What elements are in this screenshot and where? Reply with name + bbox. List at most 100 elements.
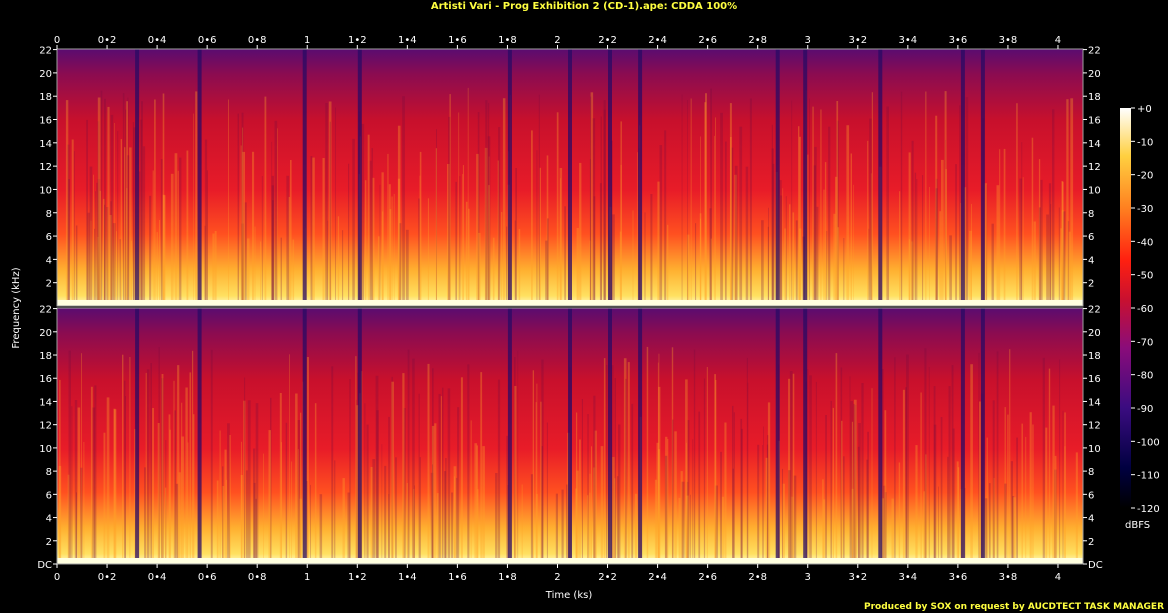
texture-streak [536,494,538,564]
texture-streak [261,176,263,306]
texture-streak [1040,179,1043,306]
texture-streak [174,410,176,564]
texture-streak [521,484,523,564]
texture-streak [538,94,540,306]
texture-streak [546,155,549,306]
texture-streak [355,399,357,564]
spectrogram-channel-2 [56,307,1084,565]
texture-streak [725,141,727,306]
x-tick-label-bottom: 0•8 [248,572,267,583]
texture-streak [347,492,350,564]
texture-streak [110,201,112,306]
y-tick-label-right: 10 [1088,185,1101,196]
texture-streak [600,116,602,306]
texture-streak [729,103,732,306]
texture-streak [854,405,857,564]
texture-streak [891,498,894,564]
texture-streak [1019,178,1022,306]
texture-streak [637,152,638,306]
texture-streak [110,114,114,307]
y-tick-label-right: 16 [1088,116,1101,127]
texture-streak [546,422,548,564]
texture-streak [163,195,166,306]
x-tick-label-top: 1•6 [448,35,467,46]
texture-streak [277,128,278,306]
texture-streak [900,91,903,306]
texture-streak [389,209,392,306]
texture-streak [442,387,444,564]
y-tick-label-left: 10 [39,185,52,196]
texture-streak [71,139,74,306]
texture-streak [671,347,674,564]
texture-streak [478,232,481,306]
x-tick-label-top: 1•8 [498,35,517,46]
texture-streak [686,234,690,306]
x-tick-label-top: 1 [304,35,310,46]
texture-streak [470,420,472,564]
texture-streak [268,430,271,564]
y-tick-label-left: 4 [46,514,52,525]
x-tick-label-bottom: 1 [304,572,310,583]
texture-streak [367,134,370,306]
texture-streak [793,475,797,564]
y-tick-label-right: 6 [1088,490,1094,501]
texture-streak [593,467,596,564]
texture-streak [319,494,323,564]
texture-streak [767,402,771,564]
texture-streak [658,353,660,564]
texture-streak [700,218,702,306]
texture-streak [393,193,395,306]
texture-streak [589,240,591,306]
x-axis-bottom: 0 0•2 0•4 0•6 0•8 1 1•2 1•4 1•6 1•8 2 2•2 2•4 2•6 2•8 3… [54,564,1061,583]
texture-streak [531,130,533,306]
texture-streak [700,136,701,306]
texture-streak [590,92,594,306]
texture-streak [992,400,995,564]
texture-streak [122,93,125,306]
x-tick-label-bottom: 3•8 [999,572,1018,583]
texture-streak [1022,177,1024,306]
texture-streak [95,191,96,306]
texture-streak [1004,407,1006,564]
texture-streak [370,467,373,564]
texture-streak [720,451,722,564]
texture-streak [714,374,716,564]
texture-streak [560,178,561,306]
texture-streak [377,236,380,306]
colorbar-label: dBFS [1125,520,1150,531]
texture-streak [1021,142,1023,306]
texture-streak [506,435,509,564]
texture-streak [487,136,491,306]
texture-streak [467,364,470,564]
texture-streak [575,488,578,564]
texture-streak [312,157,315,306]
texture-streak [130,240,133,306]
texture-streak [731,147,734,306]
texture-streak [165,440,167,564]
texture-streak [243,400,246,564]
track-boundary [638,49,643,306]
texture-streak [698,411,701,564]
texture-streak [381,172,384,306]
texture-streak [237,113,239,306]
texture-streak [264,96,267,306]
texture-streak [603,358,606,564]
colorbar-tick-label: -80 [1137,371,1153,382]
texture-streak [387,153,389,306]
texture-streak [782,188,784,306]
texture-streak [300,412,302,564]
y-tick-label-left: 22 [39,305,52,316]
x-tick-label-bottom: 0•2 [98,572,117,583]
texture-streak [212,233,215,306]
texture-streak [145,372,147,564]
texture-streak [710,238,712,306]
y-tick-label-right: 12 [1088,421,1101,432]
texture-streak [144,467,146,564]
texture-streak [331,366,334,564]
texture-streak [925,91,927,306]
texture-streak [951,365,954,564]
texture-streak [116,231,117,306]
colorbar-tick-label: -100 [1137,437,1160,448]
texture-streak [168,414,171,564]
texture-streak [337,216,340,306]
